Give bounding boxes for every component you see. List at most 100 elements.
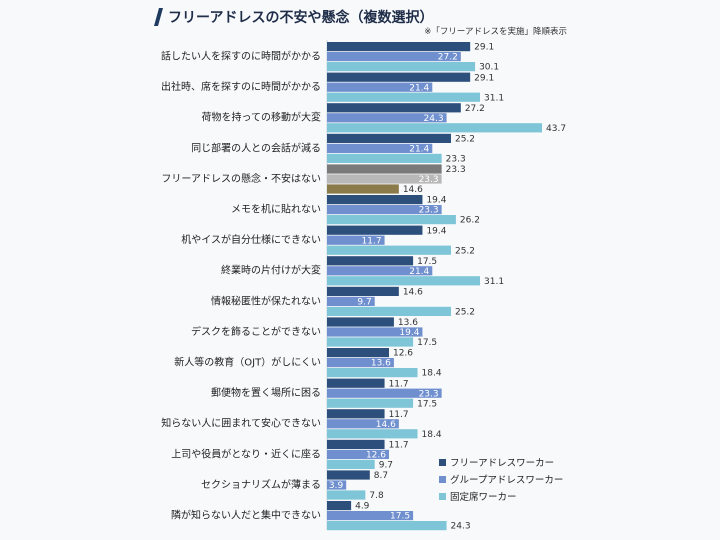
category-label: 上司や役員がとなり・近くに座る: [171, 447, 321, 460]
category-labels: 話したい人を探すのに時間がかかる出社時、席を探すのに時間がかかる荷物を持っての移…: [161, 50, 321, 522]
category-label: 新人等の教育（OJT）がしにくい: [174, 356, 321, 369]
data-label: 23.3: [419, 175, 439, 185]
data-label: 23.3: [446, 165, 466, 175]
data-label: 21.4: [409, 267, 429, 277]
bar-group-address: [327, 113, 447, 123]
bar-free-address: [327, 501, 352, 511]
bar-fixed-seat: [327, 490, 366, 500]
data-label: 29.1: [474, 73, 494, 83]
bar-group-address: [327, 82, 433, 92]
category-label: 情報秘匿性が保たれない: [211, 294, 321, 307]
data-label: 23.3: [419, 389, 439, 399]
data-label: 23.3: [446, 155, 466, 165]
chart-title: フリーアドレスの不安や懸念（複数選択）: [168, 9, 433, 26]
data-label: 14.6: [403, 185, 423, 195]
data-label: 18.4: [422, 430, 442, 440]
legend-label: 固定席ワーカー: [450, 491, 517, 503]
data-label: 26.2: [460, 216, 480, 226]
bar-free-address: [327, 317, 394, 327]
data-label: 31.1: [484, 93, 504, 103]
data-label: 21.4: [409, 145, 429, 155]
bar-fixed-seat: [327, 521, 447, 531]
chart-note: ※「フリーアドレスを実施」降順表示: [424, 26, 567, 37]
category-label: 机やイスが自分仕様にできない: [181, 233, 321, 246]
bar-free-address: [327, 439, 385, 449]
bar-free-address: [327, 409, 385, 419]
data-label: 11.7: [362, 236, 382, 246]
bar-free-address: [327, 195, 423, 205]
bar-group-address: [327, 358, 394, 368]
bar-group-address: [327, 52, 461, 62]
bar-group-address: [327, 205, 442, 215]
category-label: デスクを飾ることができない: [191, 325, 321, 338]
legend-label: グループアドレスワーカー: [450, 474, 563, 486]
bar-fixed-seat: [327, 123, 542, 133]
bar-free-address: [327, 72, 471, 82]
bar-fixed-seat: [327, 215, 456, 225]
value-labels: 29.127.230.129.121.431.127.224.343.725.2…: [329, 43, 566, 532]
bar-fixed-seat: [327, 398, 414, 408]
data-label: 31.1: [484, 277, 504, 287]
bar-group-address: [327, 235, 385, 245]
data-label: 11.7: [389, 379, 409, 389]
bar-group: [327, 42, 542, 531]
data-label: 19.4: [426, 196, 446, 206]
data-label: 11.7: [389, 410, 409, 420]
data-label: 24.3: [451, 522, 471, 532]
category-label: 知らない人に囲まれて安心できない: [161, 417, 321, 430]
bar-fixed-seat: [327, 429, 418, 439]
bar-fixed-seat: [327, 62, 476, 72]
bar-group-address: [327, 511, 414, 521]
bar-free-address: [327, 164, 442, 174]
bar-fixed-seat: [327, 92, 481, 102]
bar-fixed-seat: [327, 306, 451, 316]
category-label: 荷物を持っての移動が大変: [202, 111, 322, 124]
data-label: 17.5: [417, 338, 437, 348]
bar-free-address: [327, 225, 423, 235]
bar-group-address: [327, 143, 433, 153]
data-label: 14.6: [403, 288, 423, 298]
data-label: 8.7: [374, 471, 388, 481]
category-label: 出社時、席を探すのに時間がかかる: [161, 80, 321, 93]
bar-fixed-seat: [327, 153, 442, 163]
bar-free-address: [327, 348, 389, 358]
chart-header: フリーアドレスの不安や懸念（複数選択） ※「フリーアドレスを実施」降順表示: [154, 8, 567, 37]
data-label: 12.6: [366, 451, 386, 461]
bar-fixed-seat: [327, 276, 481, 286]
bar-free-address: [327, 470, 370, 480]
data-label: 3.9: [329, 481, 344, 491]
data-label: 30.1: [479, 63, 499, 73]
data-label: 17.5: [417, 399, 437, 409]
data-label: 21.4: [409, 83, 429, 93]
legend-swatch: [439, 459, 446, 466]
data-label: 13.6: [371, 359, 391, 369]
data-label: 24.3: [424, 114, 444, 124]
data-label: 27.2: [438, 53, 458, 63]
bar-group-address: [327, 480, 347, 490]
bar-fixed-seat: [327, 459, 375, 469]
category-label: 終業時の片付けが大変: [221, 264, 321, 277]
bar-group-address: [327, 296, 375, 306]
data-label: 13.6: [398, 318, 418, 328]
data-label: 23.3: [419, 206, 439, 216]
data-label: 29.1: [474, 43, 494, 53]
data-label: 43.7: [546, 124, 566, 134]
bar-group-address: [327, 266, 433, 276]
category-label: 話したい人を探すのに時間がかかる: [161, 50, 321, 63]
data-label: 14.6: [376, 420, 396, 430]
data-label: 9.7: [357, 298, 371, 308]
category-label: メモを机に貼れない: [231, 203, 321, 216]
bar-free-address: [327, 378, 385, 388]
category-label: 同じ部署の人との会話が減る: [191, 141, 321, 154]
legend-swatch: [439, 493, 446, 500]
data-label: 17.5: [417, 257, 437, 267]
category-label: 隣が知らない人だと集中できない: [171, 509, 321, 522]
bar-free-address: [327, 42, 471, 52]
legend-swatch: [439, 476, 446, 483]
bar-fixed-seat: [327, 337, 414, 347]
data-label: 25.2: [455, 246, 475, 256]
bar-free-address: [327, 133, 451, 143]
category-label: フリーアドレスの懸念・不安はない: [161, 172, 321, 185]
